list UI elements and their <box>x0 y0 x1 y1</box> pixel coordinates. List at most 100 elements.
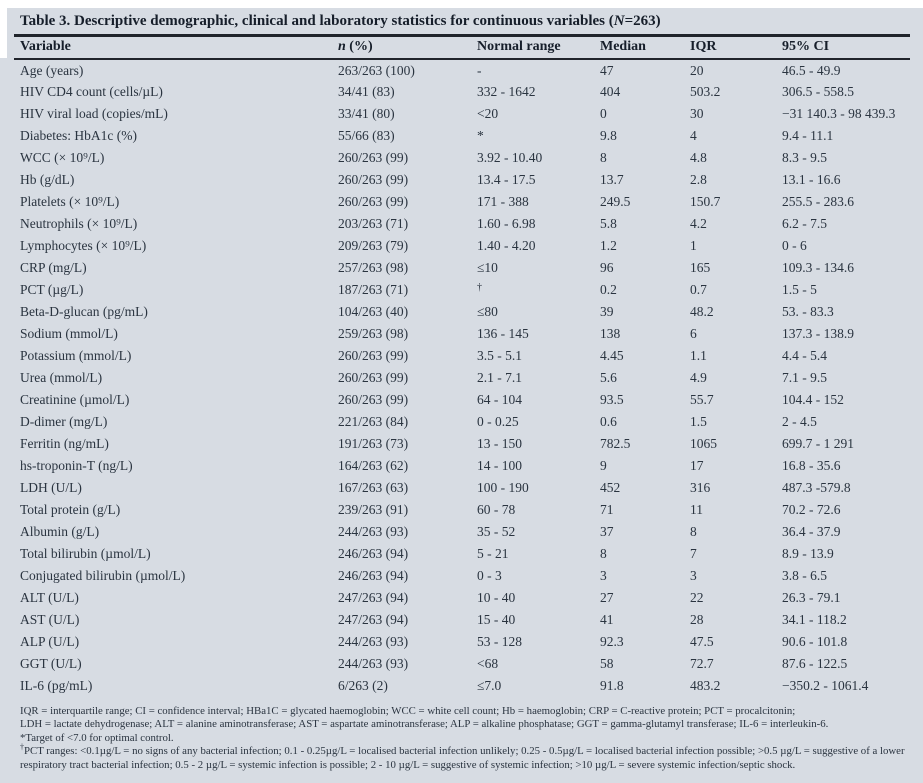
row-median: 91.8 <box>600 678 624 693</box>
row-95ci: 87.6 - 122.5 <box>782 656 848 671</box>
row-95ci: 8.3 - 9.5 <box>782 150 827 165</box>
row-variable: Creatinine (µmol/L) <box>20 392 130 407</box>
row-95ci: −31 140.3 - 98 439.3 <box>782 106 896 121</box>
table-row: D-dimer (mg/L) 221/263 (84) 0 - 0.25 0.6 1.5… <box>14 411 910 433</box>
table-row: ALP (U/L) 244/263 (93) 53 - 128 92.3 47.5 90.… <box>14 631 910 653</box>
row-normal-range: 1.60 - 6.98 <box>477 216 536 231</box>
row-normal-range: 10 - 40 <box>477 590 516 605</box>
row-variable: CRP (mg/L) <box>20 260 87 275</box>
row-variable: GGT (U/L) <box>20 656 82 671</box>
row-n-percent: 260/263 (99) <box>338 392 409 407</box>
row-95ci: 13.1 - 16.6 <box>782 172 841 187</box>
row-normal-range: 3.5 - 5.1 <box>477 348 522 363</box>
row-median: 39 <box>600 304 614 319</box>
row-variable: HIV CD4 count (cells/µL) <box>20 84 163 99</box>
row-95ci: 53. - 83.3 <box>782 304 834 319</box>
row-iqr: 1065 <box>690 436 717 451</box>
table-row: Age (years) 263/263 (100) - 47 20 46.5 - 49.9 <box>14 59 910 81</box>
row-variable: Lymphocytes (× 10⁹/L) <box>20 238 147 253</box>
row-median: 8 <box>600 546 607 561</box>
row-variable: Beta-D-glucan (pg/mL) <box>20 304 148 319</box>
row-iqr: 47.5 <box>690 634 714 649</box>
row-variable: Conjugated bilirubin (µmol/L) <box>20 568 186 583</box>
row-variable: AST (U/L) <box>20 612 80 627</box>
row-n-percent: 259/263 (98) <box>338 326 409 341</box>
row-median: 41 <box>600 612 614 627</box>
table-row: Potassium (mmol/L) 260/263 (99) 3.5 - 5.1 4… <box>14 345 910 367</box>
row-normal-range: 14 - 100 <box>477 458 522 473</box>
row-95ci: 70.2 - 72.6 <box>782 502 841 517</box>
table-row: PCT (µg/L) 187/263 (71) † 0.2 0.7 1.5 - 5 <box>14 279 910 301</box>
table-title-text: Table 3. Descriptive demographic, clinic… <box>20 13 614 29</box>
row-median: 782.5 <box>600 436 631 451</box>
row-95ci: 34.1 - 118.2 <box>782 612 847 627</box>
row-variable: Platelets (× 10⁹/L) <box>20 194 120 209</box>
row-normal-range: 136 - 145 <box>477 326 529 341</box>
table-row: Platelets (× 10⁹/L) 260/263 (99) 171 - 388… <box>14 191 910 213</box>
row-iqr: 48.2 <box>690 304 714 319</box>
row-variable: hs-troponin-T (ng/L) <box>20 458 133 473</box>
table-title-suffix: =263) <box>624 13 661 29</box>
row-iqr: 6 <box>690 326 697 341</box>
row-n-percent: 246/263 (94) <box>338 546 409 561</box>
row-normal-range: 13 - 150 <box>477 436 522 451</box>
row-variable: Urea (mmol/L) <box>20 370 103 385</box>
row-variable: WCC (× 10⁹/L) <box>20 150 105 165</box>
table-row: CRP (mg/L) 257/263 (98) ≤10 96 165 109.3 - 13… <box>14 257 910 279</box>
table-row: Sodium (mmol/L) 259/263 (98) 136 - 145 138 6… <box>14 323 910 345</box>
row-iqr: 316 <box>690 480 711 495</box>
column-header-median: Median <box>594 37 684 60</box>
row-variable: LDH (U/L) <box>20 480 82 495</box>
row-normal-range: 3.92 - 10.40 <box>477 150 543 165</box>
row-variable: HIV viral load (copies/mL) <box>20 106 168 121</box>
row-normal-range: 100 - 190 <box>477 480 529 495</box>
row-median: 1.2 <box>600 238 617 253</box>
row-95ci: 36.4 - 37.9 <box>782 524 841 539</box>
row-95ci: 7.1 - 9.5 <box>782 370 827 385</box>
row-normal-range: <68 <box>477 656 499 671</box>
table-row: Total bilirubin (µmol/L) 246/263 (94) 5 - … <box>14 543 910 565</box>
row-iqr: 30 <box>690 106 704 121</box>
row-95ci: 2 - 4.5 <box>782 414 817 429</box>
row-median: 452 <box>600 480 621 495</box>
row-variable: Total protein (g/L) <box>20 502 121 517</box>
footnote-star: *Target of <7.0 for optimal control. <box>20 732 906 745</box>
table-title: Table 3. Descriptive demographic, clinic… <box>20 13 910 30</box>
column-header-n-percent: n (%) <box>332 37 471 60</box>
row-iqr: 11 <box>690 502 703 517</box>
row-n-percent: 247/263 (94) <box>338 590 409 605</box>
row-n-percent: 244/263 (93) <box>338 524 409 539</box>
row-n-percent: 221/263 (84) <box>338 414 409 429</box>
row-iqr: 1 <box>690 238 697 253</box>
footnote-dagger-text: PCT ranges: <0.1µg/L = no signs of any b… <box>20 745 905 771</box>
table-row: ALT (U/L) 247/263 (94) 10 - 40 27 22 26.3 - 7… <box>14 587 910 609</box>
row-median: 404 <box>600 84 621 99</box>
row-95ci: 487.3 -579.8 <box>782 480 851 495</box>
row-n-percent: 55/66 (83) <box>338 128 395 143</box>
title-rule <box>14 34 910 37</box>
row-median: 71 <box>600 502 614 517</box>
row-n-percent: 33/41 (80) <box>338 106 395 121</box>
row-n-percent: 239/263 (91) <box>338 502 409 517</box>
row-n-percent: 187/263 (71) <box>338 282 409 297</box>
row-normal-range: <20 <box>477 106 499 121</box>
row-iqr: 1.1 <box>690 348 707 363</box>
row-95ci: 306.5 - 558.5 <box>782 84 854 99</box>
footnote-abbreviations-1: IQR = interquartile range; CI = confiden… <box>20 705 796 717</box>
row-iqr: 2.8 <box>690 172 707 187</box>
row-iqr: 503.2 <box>690 84 721 99</box>
row-median: 58 <box>600 656 614 671</box>
table-row: Hb (g/dL) 260/263 (99) 13.4 - 17.5 13.7 2.8 1… <box>14 169 910 191</box>
row-95ci: 46.5 - 49.9 <box>782 62 841 78</box>
row-95ci: −350.2 - 1061.4 <box>782 678 869 693</box>
row-n-percent: 260/263 (99) <box>338 348 409 363</box>
footnote-dagger-marker: † <box>20 742 24 752</box>
row-n-percent: 203/263 (71) <box>338 216 409 231</box>
row-variable: Neutrophils (× 10⁹/L) <box>20 216 138 231</box>
row-variable: ALP (U/L) <box>20 634 80 649</box>
row-iqr: 8 <box>690 524 697 539</box>
row-n-percent: 34/41 (83) <box>338 84 395 99</box>
row-iqr: 20 <box>690 62 704 78</box>
row-normal-range: 60 - 78 <box>477 502 516 517</box>
header-n-symbol: n <box>338 38 346 54</box>
